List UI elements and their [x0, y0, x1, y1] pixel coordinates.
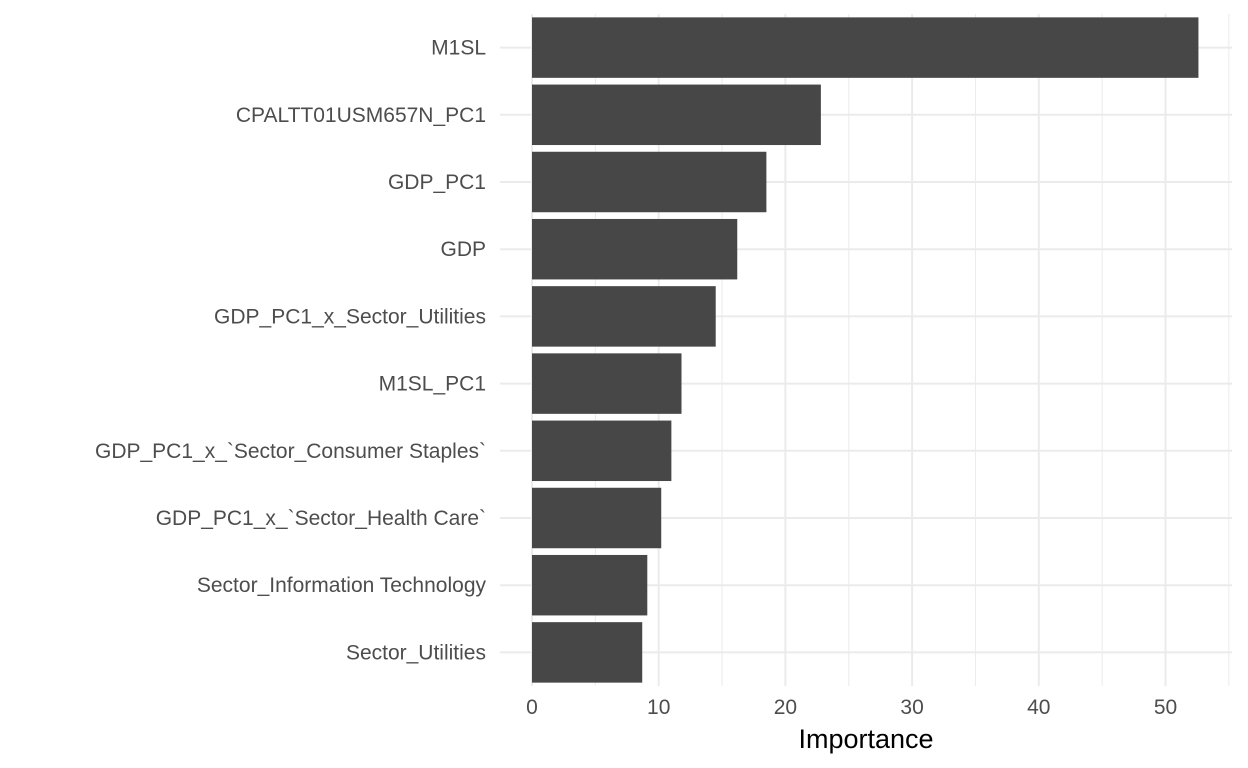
y-tick-label: GDP — [440, 238, 486, 261]
x-tick-label: 10 — [647, 696, 670, 719]
bar-2 — [532, 151, 767, 213]
x-tick-label: 0 — [526, 696, 538, 719]
y-tick-label: GDP_PC1_x_Sector_Utilities — [214, 305, 486, 328]
bar-4 — [532, 286, 716, 347]
bar-8 — [532, 554, 648, 616]
y-tick-label: CPALTT01USM657N_PC1 — [236, 104, 486, 127]
y-tick-label: GDP_PC1_x_`Sector_Health Care` — [156, 507, 486, 530]
bar-9 — [532, 622, 643, 683]
x-axis-tick-labels: 0 10 20 30 40 50 — [526, 696, 1177, 719]
x-tick-label: 40 — [1027, 696, 1050, 719]
x-tick-label: 20 — [774, 696, 797, 719]
y-tick-label: M1SL_PC1 — [379, 373, 486, 396]
y-tick-label: M1SL — [431, 37, 486, 60]
bar-0 — [532, 17, 1199, 78]
x-axis-title: Importance — [798, 724, 933, 754]
bar-3 — [532, 218, 738, 280]
y-tick-label: Sector_Information Technology — [197, 574, 487, 597]
y-axis-tick-labels: M1SL CPALTT01USM657N_PC1 GDP_PC1 GDP GDP_PC1… — [95, 37, 487, 665]
bars — [532, 17, 1199, 683]
y-tick-label: Sector_Utilities — [346, 641, 486, 664]
bar-5 — [532, 353, 682, 414]
y-tick-label: GDP_PC1 — [388, 171, 486, 194]
x-tick-label: 50 — [1154, 696, 1177, 719]
bar-1 — [532, 84, 821, 146]
bar-7 — [532, 487, 662, 549]
x-tick-label: 30 — [900, 696, 923, 719]
y-tick-label: GDP_PC1_x_`Sector_Consumer Staples` — [95, 440, 486, 463]
bar-6 — [532, 420, 672, 482]
